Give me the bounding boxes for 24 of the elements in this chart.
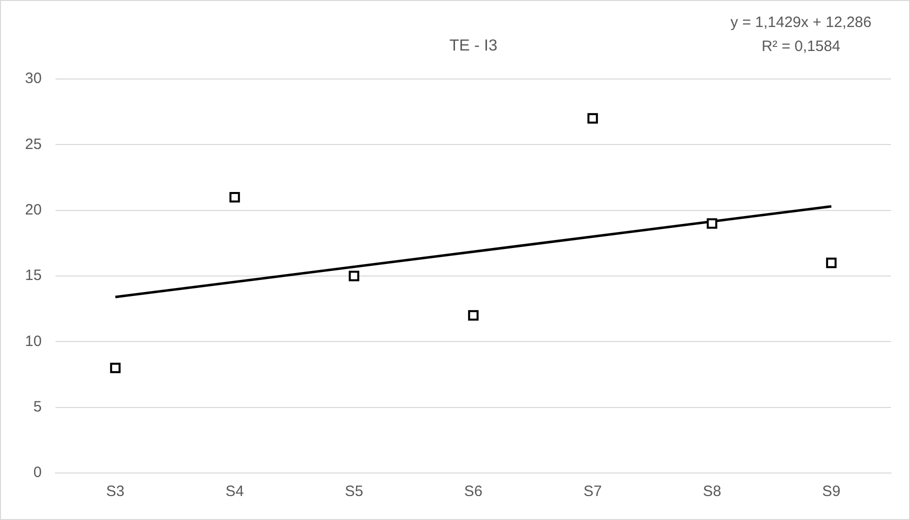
x-tick-label: S7 [583, 483, 602, 500]
y-tick-label: 20 [24, 201, 42, 218]
y-tick-label: 30 [24, 70, 42, 88]
x-tick-label: S4 [226, 483, 244, 500]
point [110, 362, 121, 374]
point [229, 192, 240, 202]
text: R² = 0,1584 [762, 38, 840, 56]
x-tick-label: S9 [822, 483, 841, 500]
point [826, 258, 837, 268]
point [468, 310, 479, 321]
x-tick-label: S6 [464, 483, 483, 500]
text: y = 1,1429x + 12,286 [730, 14, 872, 32]
point [706, 218, 718, 229]
y-tick-label: 25 [24, 136, 42, 153]
y-tick-label: 5 [33, 398, 42, 416]
y-tick-label: 0 [33, 464, 42, 482]
x-tick-label: S8 [702, 483, 722, 500]
point [587, 113, 598, 124]
x-tick-label: S5 [344, 483, 364, 500]
x-tick-label: S3 [106, 483, 125, 500]
chart-title: TE - I3 [449, 37, 498, 54]
point [348, 270, 360, 282]
y-tick-label: 10 [24, 332, 42, 350]
y-tick-label: 15 [24, 267, 42, 284]
